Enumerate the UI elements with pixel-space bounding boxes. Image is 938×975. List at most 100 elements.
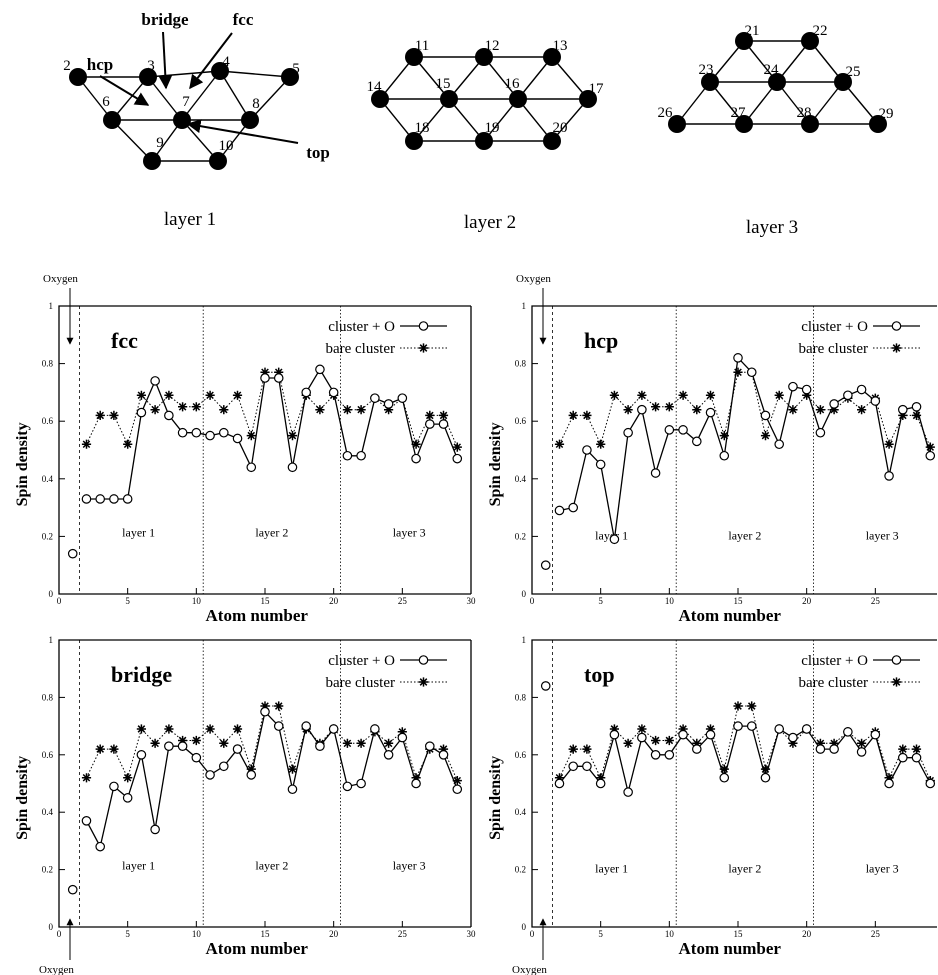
bare-cluster-point: [596, 773, 606, 783]
atom-label-28: 28: [797, 105, 812, 121]
layer-region-label: layer 2: [728, 861, 761, 875]
atom-15: [440, 90, 458, 108]
atom-label-13: 13: [553, 38, 568, 54]
oxygen-label: Oxygen: [512, 964, 547, 975]
atom-label-23: 23: [699, 62, 714, 78]
cluster-o-point: [301, 387, 311, 398]
bare-cluster-point: [857, 405, 867, 415]
site-label-hcp: hcp: [87, 55, 113, 74]
x-tick-label: 20: [802, 596, 812, 606]
cluster-o-point: [370, 393, 380, 403]
bare-cluster-point: [637, 390, 647, 400]
atom-13: [543, 48, 561, 66]
bare-cluster-point: [260, 367, 270, 377]
lattice-bond: [111, 119, 153, 162]
atom-label-26: 26: [658, 105, 674, 121]
cluster-o-point: [109, 494, 119, 504]
bare-cluster-point: [109, 744, 119, 754]
lattice-bond: [111, 76, 149, 121]
cluster-o-point: [273, 721, 284, 731]
y-axis-label: Spin density: [487, 756, 504, 840]
cluster-o-point: [760, 772, 771, 783]
x-tick-label: 30: [467, 596, 477, 606]
cluster-o-point: [438, 419, 449, 429]
bare-cluster-point: [260, 701, 270, 711]
cluster-o-point: [315, 741, 325, 751]
cluster-o-point: [815, 427, 826, 438]
cluster-o-point: [719, 450, 730, 461]
chart-legend: cluster + O bare cluster: [798, 653, 920, 691]
bare-cluster-point: [568, 744, 578, 754]
cluster-o-point: [746, 367, 757, 378]
atom-label-14: 14: [367, 79, 383, 95]
x-tick-label: 5: [598, 596, 603, 606]
cluster-o-point: [342, 781, 353, 792]
bare-cluster-point: [411, 773, 421, 783]
cluster-o-point: [815, 744, 826, 754]
oxygen-label: Oxygen: [39, 964, 74, 975]
bare-cluster-point: [664, 735, 674, 746]
cluster-o-point: [843, 390, 853, 401]
bare-cluster-point: [815, 405, 825, 415]
y-tick-label: 0.2: [515, 531, 526, 541]
cluster-o-point: [746, 721, 757, 731]
lattice-bond: [517, 56, 553, 100]
cluster-o-point: [897, 404, 908, 415]
bare-cluster-point: [898, 744, 908, 754]
y-axis-label: Spin density: [14, 422, 31, 506]
cluster-o-point: [397, 393, 408, 403]
cluster-o-point: [843, 727, 853, 737]
bare-cluster-point: [692, 405, 702, 415]
bare-cluster-point: [274, 367, 284, 377]
bare-cluster-point: [568, 410, 578, 420]
cluster-o-point: [81, 816, 92, 826]
lattice-bond: [842, 81, 879, 125]
atom-label-27: 27: [731, 105, 747, 121]
legend-label-cluster-o: cluster + O: [801, 319, 868, 335]
chart-title: fcc: [111, 328, 138, 353]
bare-cluster-point: [678, 390, 688, 400]
legend-marker-cluster-o: [418, 321, 429, 331]
cluster-o-line: [85, 710, 458, 849]
cluster-o-point: [328, 724, 339, 734]
cluster-o-point: [177, 741, 188, 751]
bare-cluster-point: [136, 724, 146, 734]
legend-marker-bare-cluster: [418, 677, 429, 687]
layer-region-label: layer 1: [595, 861, 628, 875]
bare-cluster-line: [559, 371, 931, 448]
cluster-o-point: [595, 459, 606, 470]
y-tick-label: 1: [49, 301, 54, 311]
chart-series: [67, 701, 463, 895]
cluster-o-point: [568, 502, 578, 513]
lattice-bond: [249, 76, 291, 121]
cluster-o-point: [205, 770, 215, 780]
bare-cluster-point: [342, 405, 352, 415]
layer-region-label: layer 1: [122, 859, 155, 873]
atom-12: [475, 48, 493, 66]
site-arrow-bridge: [158, 31, 173, 90]
atom-20: [543, 132, 561, 150]
cluster-o-point: [328, 387, 339, 398]
bare-cluster-point: [788, 738, 798, 748]
cluster-o-point: [191, 752, 202, 763]
legend-marker-bare-cluster: [418, 343, 429, 353]
bare-cluster-point: [719, 764, 729, 774]
lattice-bond: [483, 56, 519, 100]
bare-cluster-point: [81, 439, 92, 449]
cluster-o-point: [81, 494, 92, 504]
cluster-o-point: [788, 732, 798, 743]
plot-frame: [531, 639, 937, 928]
y-tick-label: 0: [522, 922, 527, 932]
x-tick-label: 15: [261, 596, 271, 606]
y-tick-label: 0: [49, 589, 54, 599]
atom-17: [579, 90, 597, 108]
atom-label-16: 16: [505, 76, 521, 92]
cluster-o-point: [829, 744, 839, 754]
cluster-o-point: [164, 741, 174, 751]
bare-cluster-point: [884, 773, 894, 783]
cluster-o-point: [136, 749, 147, 760]
lattice-bond: [709, 81, 745, 125]
bare-cluster-point: [287, 764, 298, 774]
cluster-o-point: [273, 373, 284, 383]
